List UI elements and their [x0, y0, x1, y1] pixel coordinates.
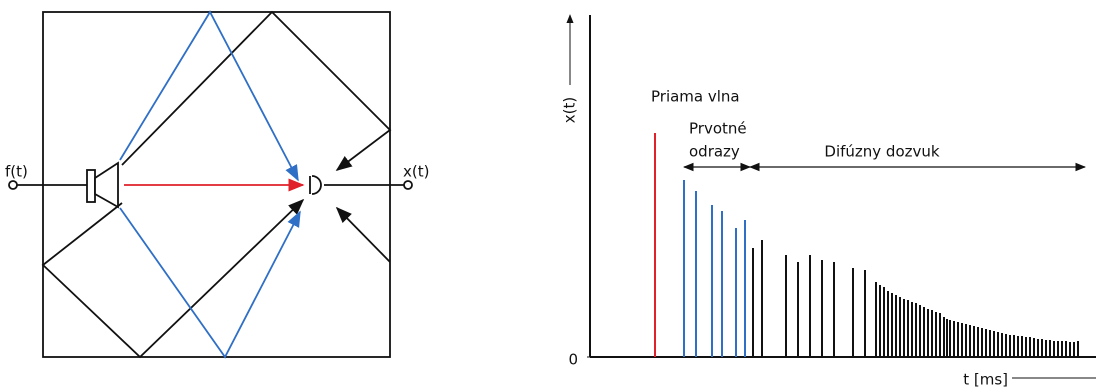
y-axis-label: x(t) [561, 97, 579, 123]
y-tick-label: 0 [568, 351, 578, 369]
x-axis-label: t [ms] [963, 371, 1008, 387]
annotation: Prvotné [689, 120, 747, 138]
axes [566, 14, 1096, 379]
room-diagram [8, 10, 413, 359]
output-label: x(t) [403, 163, 429, 181]
annotation: odrazy [689, 143, 740, 161]
annotation: Priama vlna [651, 88, 740, 106]
annotation: Difúzny dozvuk [824, 143, 939, 161]
input-label: f(t) [5, 163, 28, 181]
